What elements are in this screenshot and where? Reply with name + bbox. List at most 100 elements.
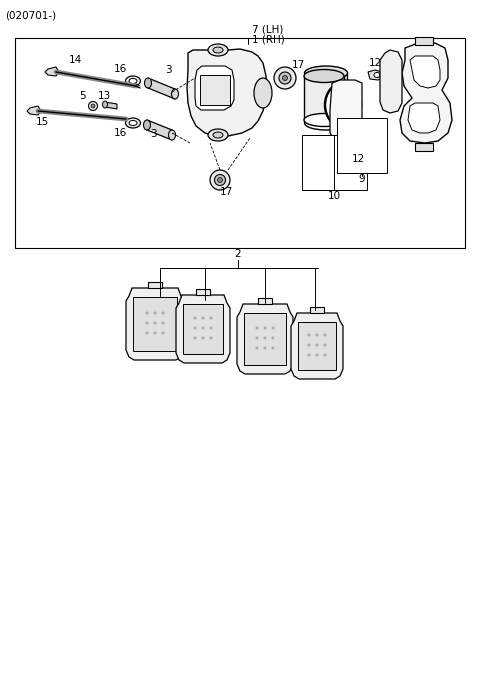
Circle shape xyxy=(255,327,259,330)
Circle shape xyxy=(154,311,156,315)
Polygon shape xyxy=(237,304,293,374)
Text: 17: 17 xyxy=(219,187,233,197)
Ellipse shape xyxy=(91,104,95,108)
Ellipse shape xyxy=(363,142,369,148)
Polygon shape xyxy=(148,78,175,99)
Ellipse shape xyxy=(171,89,179,99)
Ellipse shape xyxy=(279,72,291,84)
Polygon shape xyxy=(298,322,336,370)
Ellipse shape xyxy=(103,101,108,108)
Text: 5: 5 xyxy=(79,91,85,101)
Circle shape xyxy=(209,336,213,340)
Ellipse shape xyxy=(304,70,344,83)
Text: 1 (RH): 1 (RH) xyxy=(252,35,285,45)
Polygon shape xyxy=(195,66,234,110)
Bar xyxy=(304,76,344,120)
Text: 10: 10 xyxy=(327,191,341,201)
Polygon shape xyxy=(27,106,41,115)
Circle shape xyxy=(255,346,259,349)
Text: 7 (LH): 7 (LH) xyxy=(252,25,283,35)
Bar xyxy=(148,282,162,288)
Polygon shape xyxy=(305,73,347,123)
Circle shape xyxy=(308,334,311,336)
Polygon shape xyxy=(291,313,343,379)
Circle shape xyxy=(315,344,319,346)
Bar xyxy=(302,135,367,190)
Circle shape xyxy=(161,311,165,315)
Bar xyxy=(15,38,465,248)
Bar xyxy=(200,75,230,105)
Text: 14: 14 xyxy=(68,55,82,65)
Polygon shape xyxy=(147,120,172,140)
Circle shape xyxy=(264,336,266,340)
Polygon shape xyxy=(330,80,362,136)
Polygon shape xyxy=(176,295,230,363)
Circle shape xyxy=(145,311,148,315)
Circle shape xyxy=(272,327,275,330)
Ellipse shape xyxy=(210,170,230,190)
Circle shape xyxy=(255,336,259,340)
Text: 16: 16 xyxy=(113,128,127,138)
Circle shape xyxy=(308,353,311,357)
Circle shape xyxy=(154,321,156,325)
Circle shape xyxy=(209,327,213,330)
Ellipse shape xyxy=(344,142,350,148)
Polygon shape xyxy=(183,304,223,354)
Ellipse shape xyxy=(129,79,137,83)
Circle shape xyxy=(154,332,156,334)
Circle shape xyxy=(193,317,196,319)
Polygon shape xyxy=(410,56,440,88)
Polygon shape xyxy=(105,102,117,109)
Circle shape xyxy=(315,334,319,336)
Bar xyxy=(348,130,358,138)
Text: 2: 2 xyxy=(235,249,241,259)
Bar xyxy=(310,307,324,313)
Ellipse shape xyxy=(213,132,223,138)
Ellipse shape xyxy=(213,47,223,53)
Circle shape xyxy=(324,334,326,336)
Text: 9: 9 xyxy=(359,174,365,184)
Ellipse shape xyxy=(283,75,288,81)
Circle shape xyxy=(209,317,213,319)
Circle shape xyxy=(264,327,266,330)
Circle shape xyxy=(202,336,204,340)
Bar xyxy=(415,37,433,45)
Text: 12: 12 xyxy=(368,58,382,68)
Circle shape xyxy=(272,346,275,349)
Ellipse shape xyxy=(125,76,141,86)
Bar xyxy=(258,298,272,304)
Bar xyxy=(337,118,387,173)
Text: 13: 13 xyxy=(97,91,110,101)
Circle shape xyxy=(145,332,148,334)
Text: 3: 3 xyxy=(165,65,171,75)
Ellipse shape xyxy=(217,178,223,182)
Polygon shape xyxy=(368,70,384,80)
Polygon shape xyxy=(244,313,286,365)
Circle shape xyxy=(324,344,326,346)
Circle shape xyxy=(202,317,204,319)
Polygon shape xyxy=(400,43,452,143)
Ellipse shape xyxy=(125,118,141,128)
Ellipse shape xyxy=(274,67,296,89)
Ellipse shape xyxy=(304,66,348,80)
Circle shape xyxy=(193,336,196,340)
Ellipse shape xyxy=(144,78,152,88)
Polygon shape xyxy=(126,288,184,360)
Bar xyxy=(415,143,433,151)
Circle shape xyxy=(264,346,266,349)
Circle shape xyxy=(202,327,204,330)
Text: (020701-): (020701-) xyxy=(5,10,56,20)
Polygon shape xyxy=(347,135,366,148)
Circle shape xyxy=(308,344,311,346)
Text: 17: 17 xyxy=(291,60,305,70)
Polygon shape xyxy=(187,49,266,136)
Ellipse shape xyxy=(208,129,228,141)
Text: 3: 3 xyxy=(150,129,156,139)
Ellipse shape xyxy=(374,73,380,77)
Circle shape xyxy=(145,321,148,325)
Circle shape xyxy=(161,321,165,325)
Polygon shape xyxy=(408,103,440,133)
Polygon shape xyxy=(380,50,402,113)
Ellipse shape xyxy=(144,120,151,130)
Ellipse shape xyxy=(254,78,272,108)
